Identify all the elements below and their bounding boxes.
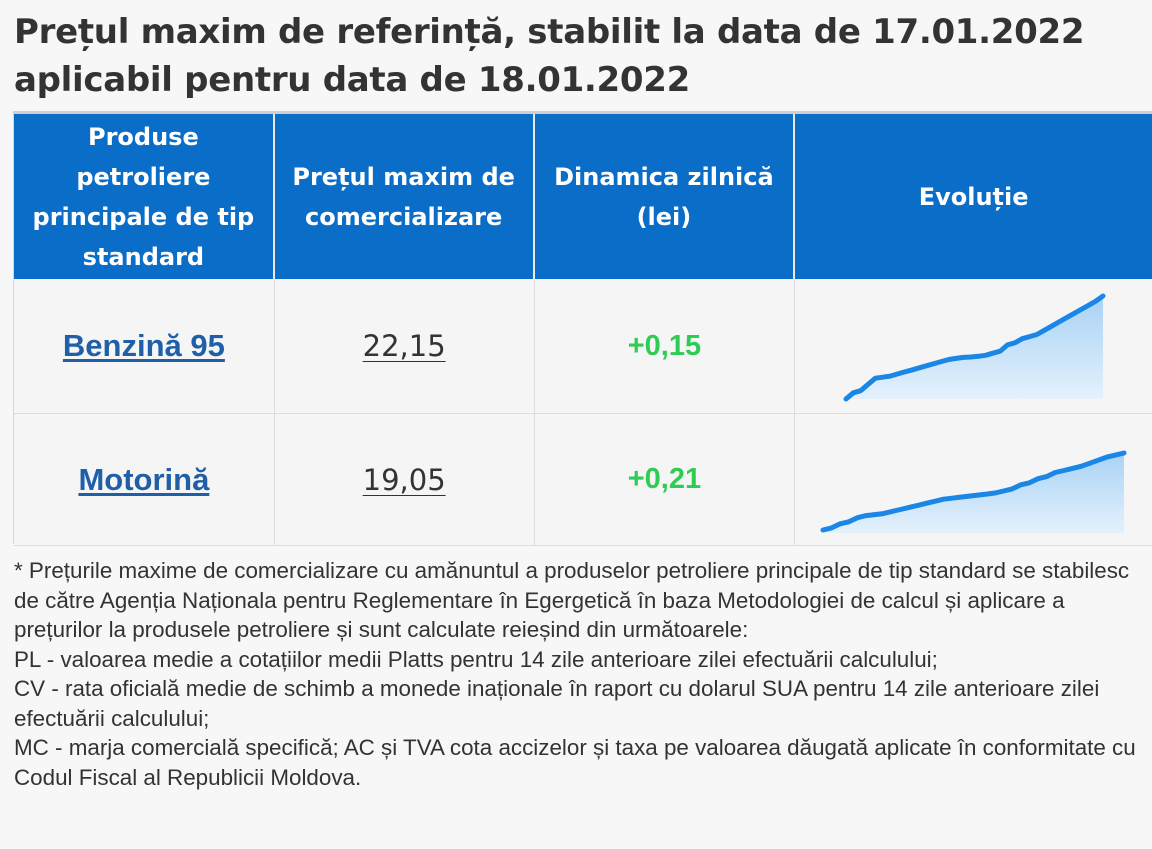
sparkline-benzina-95 bbox=[843, 293, 1106, 402]
delta-cell: +0,15 bbox=[534, 279, 796, 413]
price-value: 19,05 bbox=[362, 462, 446, 497]
page-title: Prețul maxim de referință, stabilit la d… bbox=[14, 8, 1134, 104]
sparkline-area bbox=[845, 296, 1103, 399]
delta-cell: +0,21 bbox=[534, 414, 796, 545]
sparkline-area bbox=[822, 452, 1124, 533]
sparkline-line bbox=[843, 293, 1106, 402]
price-cell: 19,05 bbox=[274, 414, 535, 545]
header-daily-dynamic: Dinamica zilnică (lei) bbox=[534, 114, 796, 279]
delta-value: +0,15 bbox=[627, 329, 702, 362]
sparkline-line bbox=[820, 450, 1127, 532]
page-title-line1: Prețul maxim de referință, stabilit la d… bbox=[14, 12, 1085, 52]
header-evolution: Evoluție bbox=[795, 114, 1152, 279]
table-row: Motorină 19,05 +0,21 bbox=[14, 414, 1152, 546]
page-title-line2: aplicabil pentru data de 18.01.2022 bbox=[14, 60, 690, 100]
table-row: Benzină 95 22,15 +0,15 bbox=[14, 279, 1152, 414]
product-cell: Motorină bbox=[14, 414, 275, 545]
evolution-cell bbox=[795, 414, 1152, 545]
product-cell: Benzină 95 bbox=[14, 279, 275, 413]
header-products: Produse petroliere principale de tip sta… bbox=[14, 114, 275, 279]
price-value: 22,15 bbox=[362, 329, 446, 363]
evolution-cell bbox=[795, 279, 1152, 413]
footnote: * Prețurile maxime de comercializare cu … bbox=[14, 556, 1139, 792]
price-cell: 22,15 bbox=[274, 279, 535, 413]
sparkline-motorina bbox=[820, 450, 1127, 533]
table-header-row: Produse petroliere principale de tip sta… bbox=[14, 114, 1152, 279]
delta-value: +0,21 bbox=[627, 463, 702, 495]
footnote-pl: PL - valoarea medie a cotațiilor medii P… bbox=[14, 646, 938, 672]
footnote-intro: * Prețurile maxime de comercializare cu … bbox=[14, 558, 1130, 642]
header-max-price: Prețul maxim de comercializare bbox=[274, 114, 535, 279]
footnote-cv: CV - rata oficială medie de schimb a mon… bbox=[14, 676, 1100, 731]
price-table: Produse petroliere principale de tip sta… bbox=[13, 111, 1152, 546]
footnote-mc: MC - marja comercială specifică; AC și T… bbox=[14, 735, 1136, 790]
product-link-benzina-95[interactable]: Benzină 95 bbox=[62, 328, 225, 363]
product-link-motorina[interactable]: Motorină bbox=[78, 461, 210, 497]
